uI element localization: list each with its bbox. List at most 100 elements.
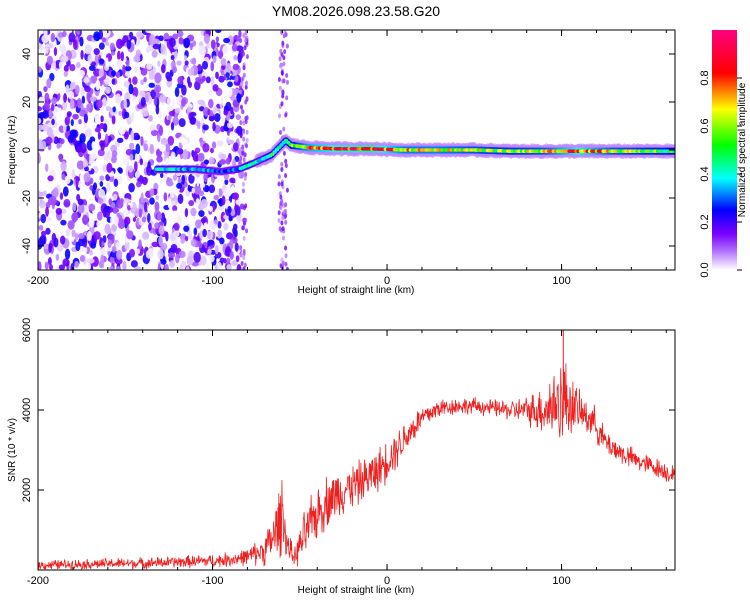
noise-speckle xyxy=(127,204,131,211)
noise-speckle xyxy=(83,172,91,183)
noise-speckle xyxy=(193,185,202,195)
noise-speckle xyxy=(277,217,281,223)
noise-speckle xyxy=(159,94,167,103)
noise-speckle xyxy=(245,129,249,135)
noise-speckle xyxy=(191,187,195,194)
noise-speckle xyxy=(58,61,63,69)
noise-speckle xyxy=(145,30,153,34)
noise-speckle xyxy=(92,256,99,267)
noise-speckle xyxy=(38,224,44,231)
noise-speckle xyxy=(232,142,239,152)
noise-speckle xyxy=(231,259,239,267)
noise-speckle xyxy=(226,257,231,265)
noise-speckle xyxy=(176,30,184,38)
noise-speckle xyxy=(200,198,208,209)
noise-speckle xyxy=(183,55,188,61)
noise-speckle xyxy=(79,133,86,144)
noise-speckle xyxy=(92,250,98,258)
noise-speckle xyxy=(281,260,285,266)
noise-speckle xyxy=(218,75,225,83)
noise-speckle xyxy=(50,32,56,43)
noise-speckle xyxy=(142,176,148,186)
noise-speckle xyxy=(278,85,282,91)
noise-speckle xyxy=(116,38,124,50)
noise-speckle xyxy=(124,216,131,226)
noise-speckle xyxy=(76,61,81,68)
noise-speckle xyxy=(171,210,179,219)
noise-speckle xyxy=(285,266,289,270)
noise-speckle xyxy=(235,199,242,205)
noise-speckle xyxy=(112,193,118,201)
noise-speckle xyxy=(131,95,137,102)
noise-speckle xyxy=(176,82,184,89)
noise-speckle xyxy=(244,84,248,90)
noise-speckle xyxy=(235,255,240,263)
spectrogram-y-tick-label: 40 xyxy=(21,48,33,60)
noise-speckle xyxy=(217,220,222,229)
noise-speckle xyxy=(171,98,176,109)
noise-speckle xyxy=(123,111,130,119)
noise-speckle xyxy=(199,182,206,188)
noise-speckle xyxy=(190,124,197,130)
noise-speckle xyxy=(233,223,238,231)
noise-speckle xyxy=(44,92,50,102)
noise-speckle xyxy=(146,165,150,173)
noise-speckle xyxy=(53,237,59,248)
noise-speckle xyxy=(97,132,102,140)
noise-speckle xyxy=(245,54,249,60)
noise-speckle xyxy=(59,44,67,53)
noise-speckle xyxy=(58,153,63,163)
noise-speckle xyxy=(172,205,178,212)
noise-speckle xyxy=(197,30,201,37)
noise-speckle xyxy=(203,159,210,165)
noise-speckle xyxy=(281,40,285,46)
noise-speckle xyxy=(59,235,66,245)
noise-speckle xyxy=(215,36,219,43)
noise-speckle xyxy=(234,75,239,83)
noise-speckle xyxy=(40,213,47,224)
noise-speckle xyxy=(211,141,217,149)
noise-speckle xyxy=(88,65,96,72)
noise-speckle xyxy=(56,142,61,149)
noise-speckle xyxy=(106,162,113,173)
noise-speckle xyxy=(280,101,284,107)
noise-speckle xyxy=(280,181,284,187)
noise-speckle xyxy=(226,122,234,129)
noise-speckle xyxy=(208,184,216,194)
noise-speckle xyxy=(174,112,178,119)
noise-speckle xyxy=(183,37,191,49)
noise-speckle xyxy=(80,49,84,60)
noise-speckle xyxy=(230,95,236,102)
noise-speckle xyxy=(151,50,158,58)
colorbar-tick-label: 0.4 xyxy=(699,166,711,181)
noise-speckle xyxy=(284,163,288,169)
noise-speckle xyxy=(74,232,79,241)
noise-speckle xyxy=(105,174,111,182)
noise-speckle xyxy=(48,109,53,118)
noise-speckle xyxy=(217,262,222,270)
noise-speckle xyxy=(90,75,98,84)
noise-speckle xyxy=(244,30,248,36)
noise-speckle xyxy=(282,126,286,132)
noise-speckle xyxy=(284,32,288,38)
noise-speckle xyxy=(122,260,127,270)
noise-speckle xyxy=(243,45,247,51)
noise-speckle xyxy=(168,37,176,48)
noise-speckle xyxy=(163,192,168,202)
noise-speckle xyxy=(190,66,194,76)
noise-speckle xyxy=(217,229,223,239)
noise-speckle xyxy=(71,169,76,178)
noise-speckle xyxy=(59,138,65,145)
noise-speckle xyxy=(225,71,230,78)
noise-speckle xyxy=(89,96,97,102)
noise-speckle xyxy=(148,222,152,231)
noise-speckle xyxy=(181,174,185,185)
noise-speckle xyxy=(240,173,244,179)
noise-speckle xyxy=(208,115,215,122)
noise-speckle xyxy=(145,249,153,259)
noise-speckle xyxy=(94,127,101,133)
noise-speckle xyxy=(178,37,184,45)
noise-speckle xyxy=(142,231,150,240)
noise-speckle xyxy=(112,106,116,113)
